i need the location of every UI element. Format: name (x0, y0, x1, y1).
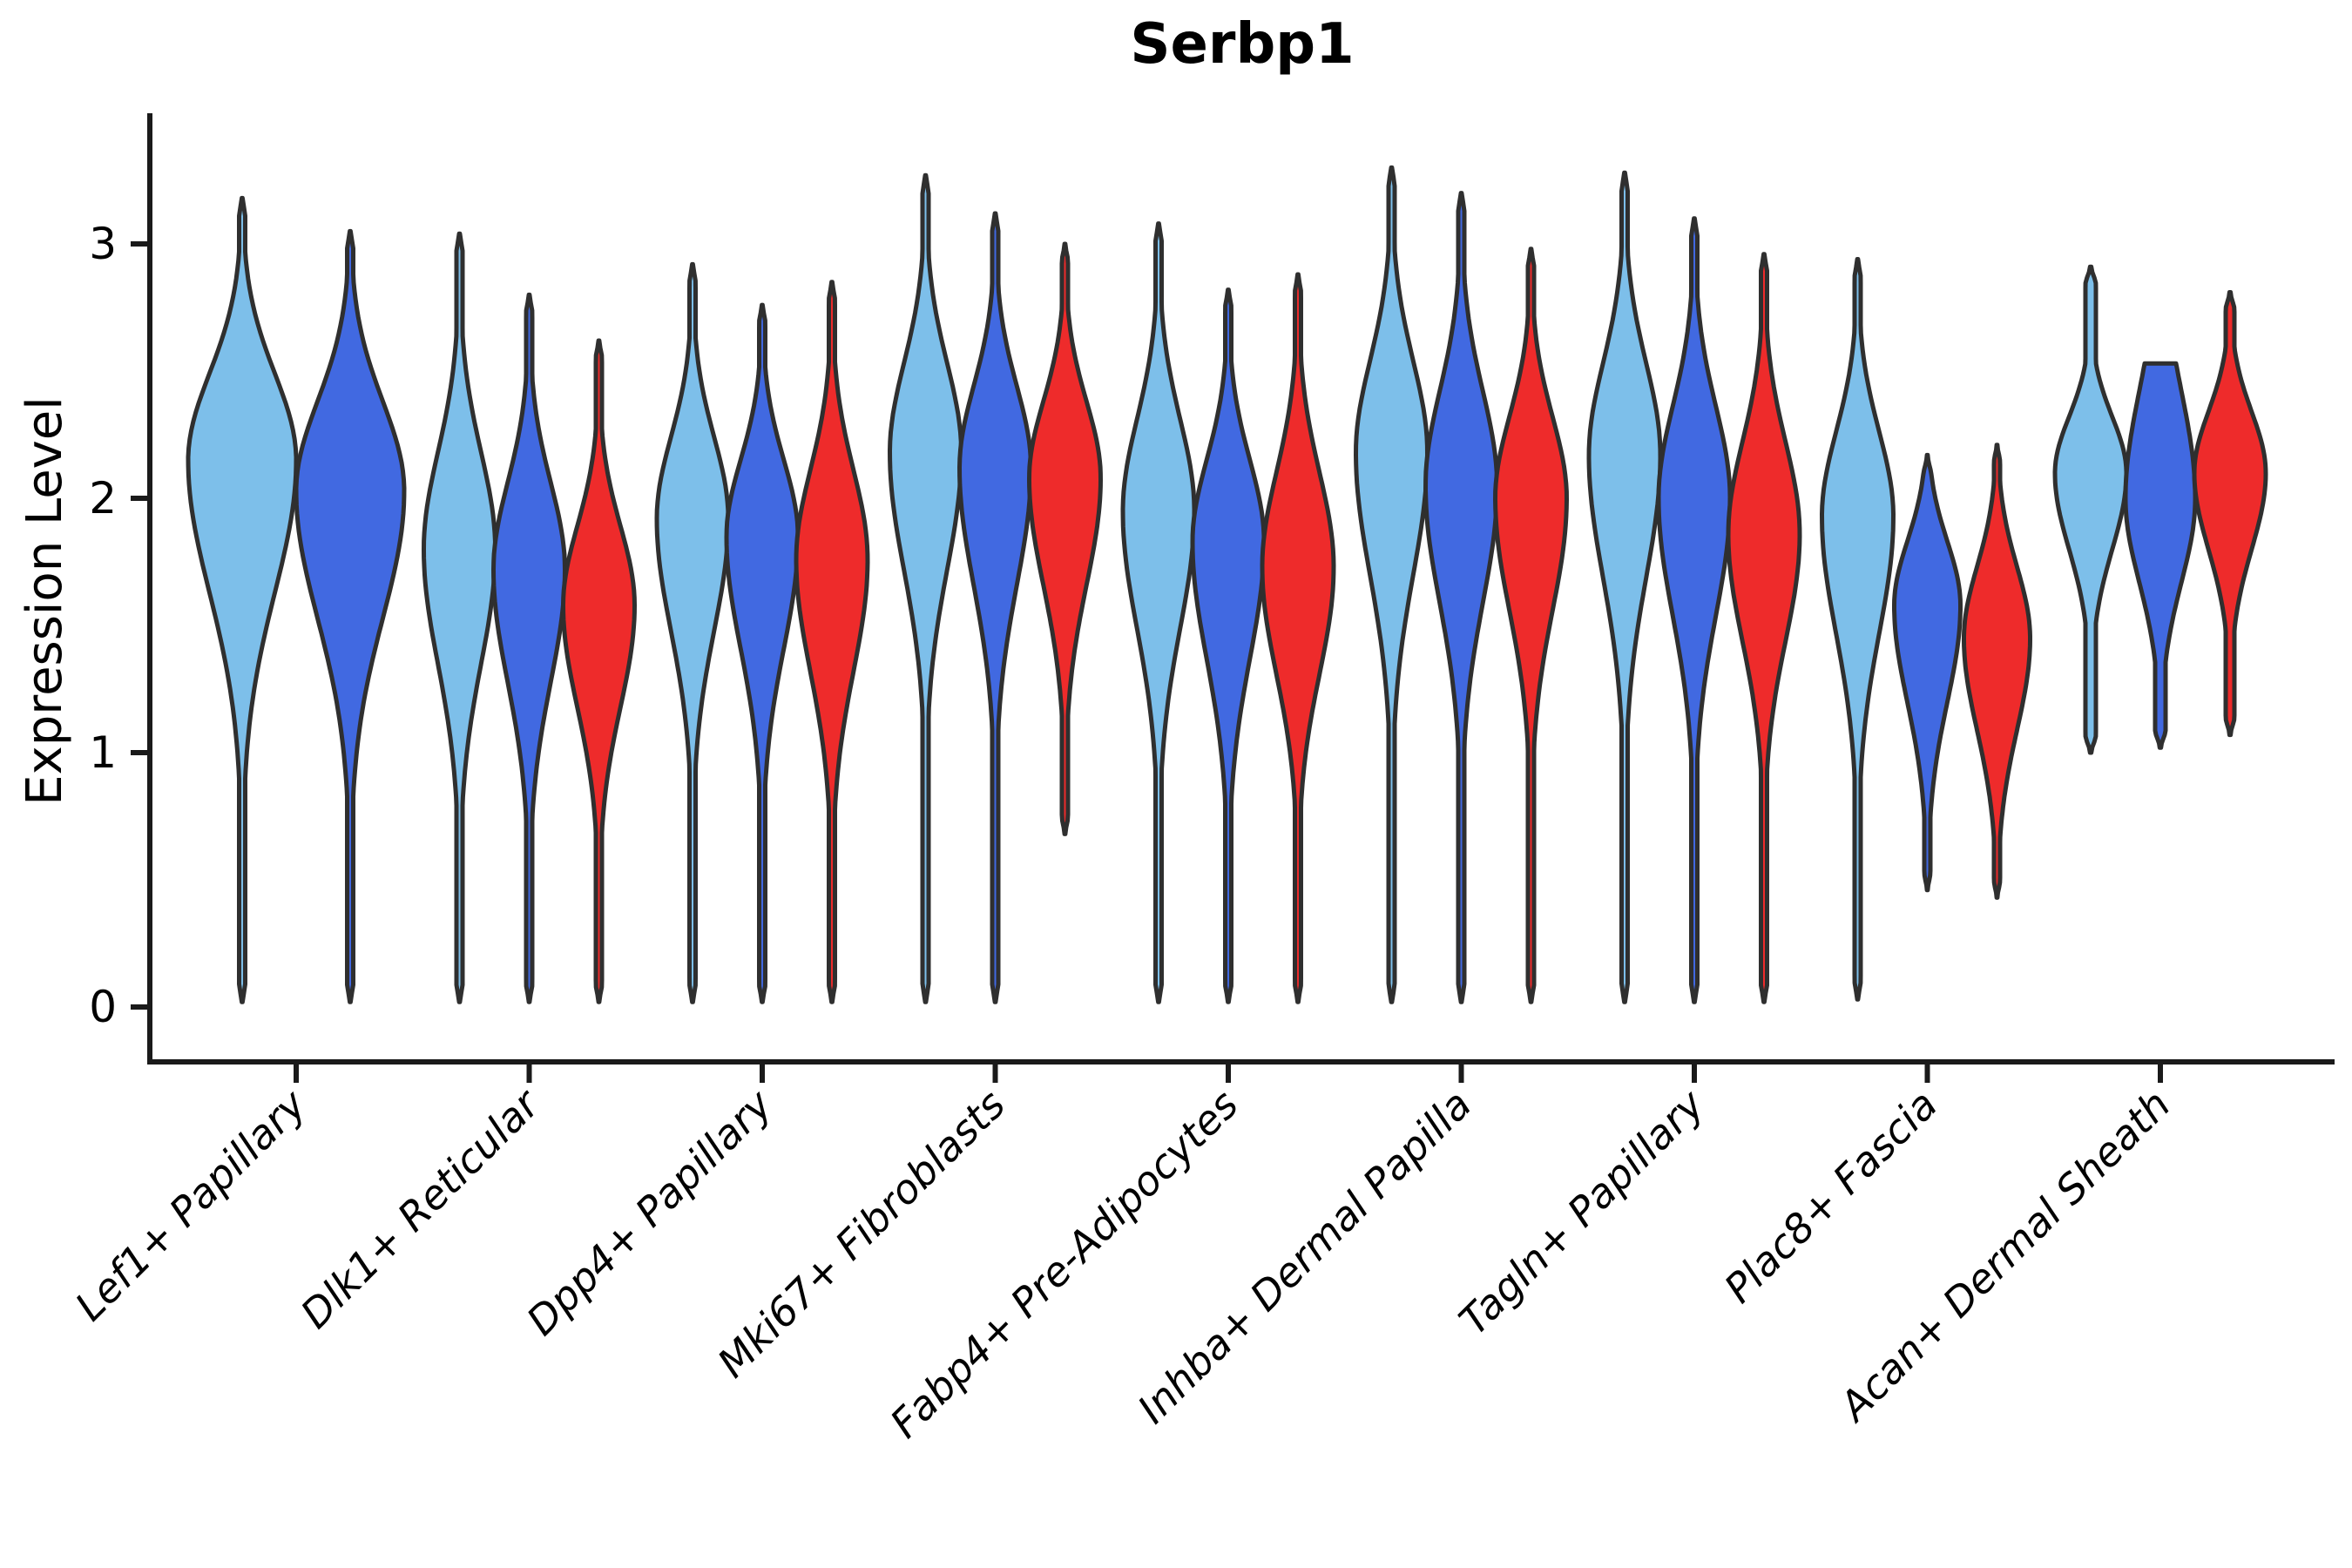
violin-red (1962, 443, 2032, 900)
x-tick-label: Tagln+ Papillary (1450, 1080, 1713, 1344)
y-tick-label: 0 (89, 982, 117, 1032)
violin-blue (1423, 191, 1499, 1004)
violin-red (1027, 241, 1103, 836)
violin-light_blue (654, 261, 731, 1004)
violin-red (561, 338, 637, 1004)
violin-light_blue (1354, 165, 1429, 1004)
y-tick-label: 3 (89, 219, 117, 269)
violin-light_blue (186, 195, 299, 1004)
violin-blue (1892, 452, 1963, 893)
violin-light_blue (422, 231, 497, 1004)
violin-red (794, 280, 870, 1004)
violin-blue (491, 292, 567, 1004)
violin-layer (186, 165, 2268, 1004)
x-tick-label: Lef1+ Papillary (66, 1080, 315, 1329)
y-tick-label: 2 (89, 473, 117, 524)
x-tick-label: Dlk1+ Reticular (292, 1078, 551, 1337)
violin-light_blue (888, 172, 963, 1004)
violin-red (1260, 272, 1336, 1004)
violin-red (2192, 290, 2268, 738)
violin-light_blue (1120, 221, 1197, 1004)
x-tick-label: Plac8+ Fascia (1715, 1081, 1946, 1312)
violin-blue (2123, 361, 2198, 750)
y-axis-label: Expression Level (17, 396, 73, 806)
violin-red (1726, 252, 1802, 1004)
y-tick-label: 1 (89, 727, 117, 778)
violin-blue (957, 211, 1033, 1004)
violin-light_blue (2052, 264, 2129, 755)
chart-title: Serbp1 (1130, 12, 1354, 77)
axes-layer (131, 113, 2335, 1083)
violin-blue (1190, 287, 1267, 1004)
violin-blue (724, 302, 801, 1004)
violin-red (1493, 247, 1569, 1004)
violin-blue (1656, 216, 1733, 1004)
violin-blue (294, 228, 407, 1004)
violin-light_blue (1586, 170, 1663, 1004)
violin-light_blue (1820, 257, 1896, 1002)
x-tick-label: Dpp4+ Papillary (517, 1080, 781, 1344)
